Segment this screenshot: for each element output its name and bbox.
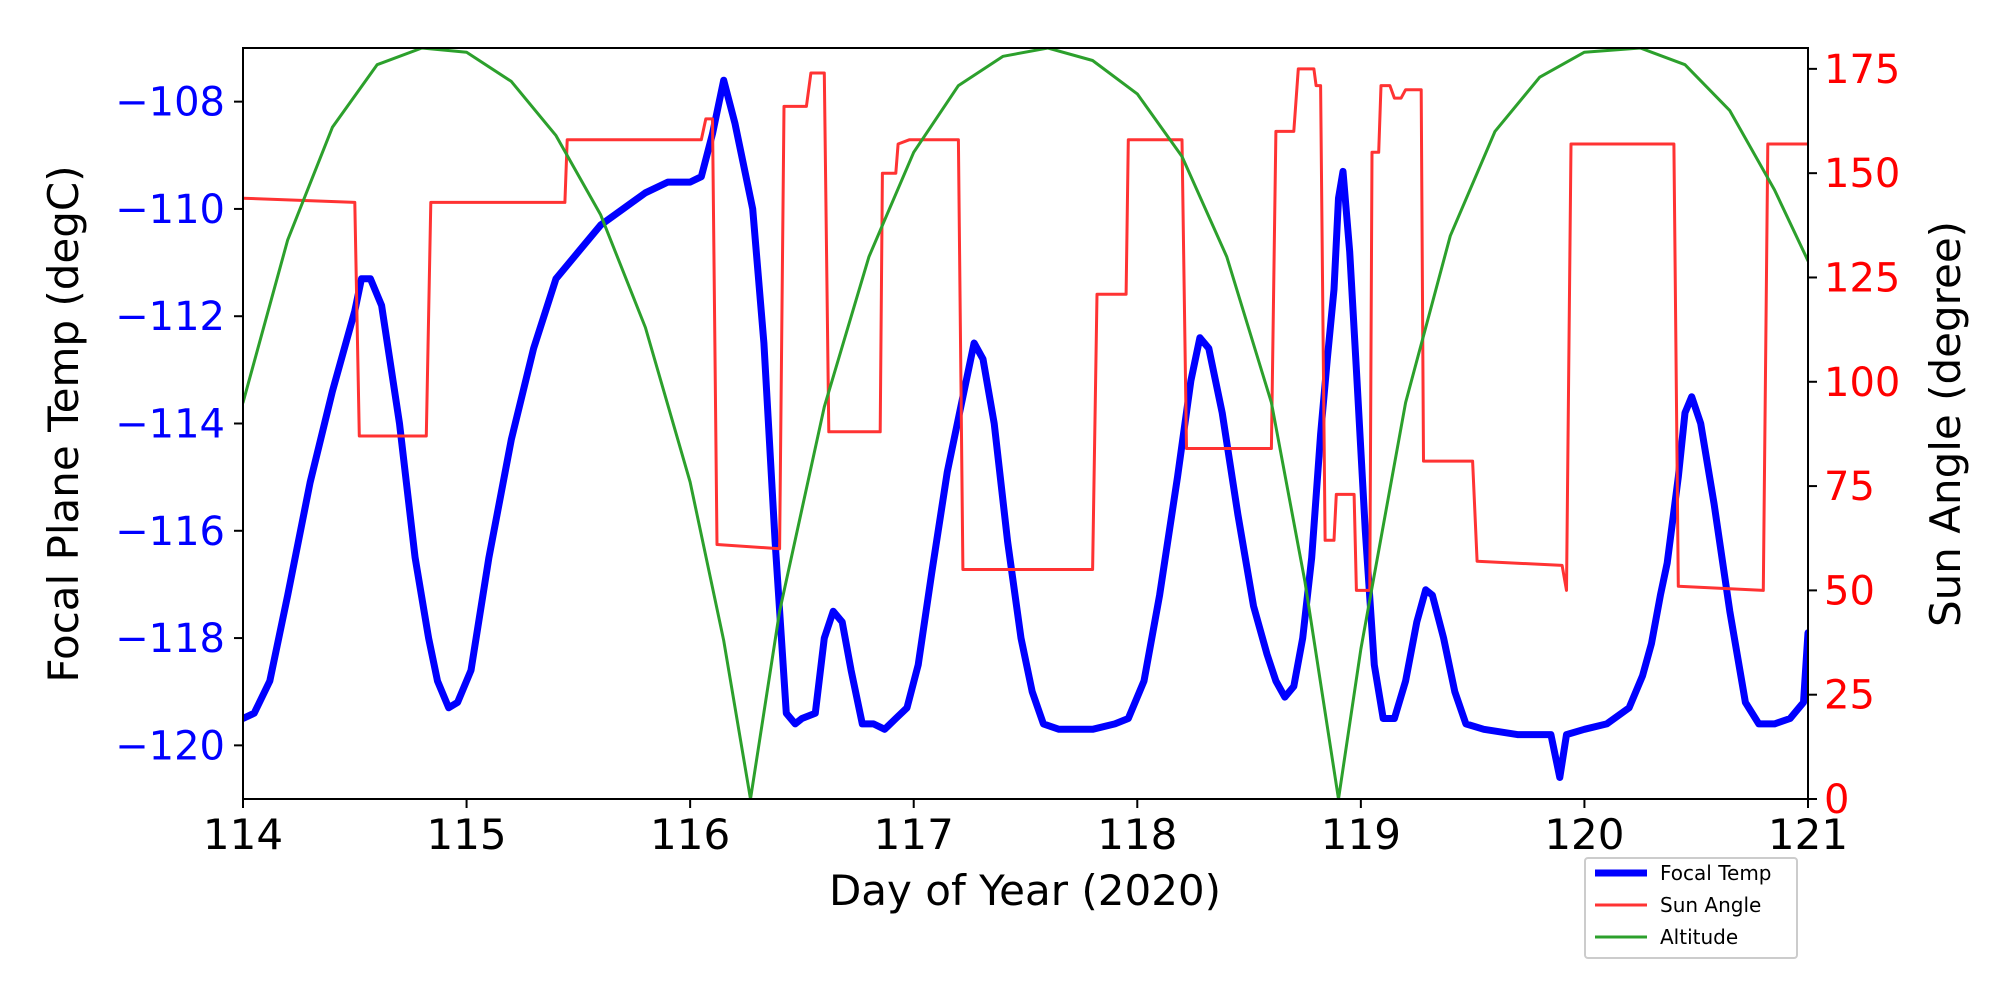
y-left-tick-label: −118 — [115, 616, 225, 662]
legend-box — [1584, 857, 1798, 959]
plot-frame — [242, 47, 1809, 800]
y-right-tick-label: 50 — [1824, 568, 1875, 614]
y-right-tick-label: 100 — [1824, 360, 1900, 406]
y-axis-right: 0 25 50 75 100 125 150 175 — [1808, 47, 1900, 823]
y-left-tick-label: −112 — [115, 294, 225, 340]
series-line-altitude — [243, 48, 1808, 799]
x-tick-label: 115 — [426, 810, 506, 859]
y-right-tick-label: 175 — [1824, 47, 1900, 93]
y-left-tick-label: −120 — [115, 723, 225, 769]
legend-label-sun-angle: Sun Angle — [1660, 893, 1761, 917]
x-axis-label: Day of Year (2020) — [829, 866, 1221, 915]
y-axis-right-label: Sun Angle (degree) — [1921, 221, 1970, 627]
y-axis-left-label: Focal Plane Temp (degC) — [39, 165, 88, 682]
y-right-tick-label: 75 — [1824, 464, 1875, 510]
x-tick-label: 119 — [1321, 810, 1401, 859]
y-right-tick-label: 150 — [1824, 151, 1900, 197]
series-line-focal-temp — [243, 76, 1808, 781]
series-layer — [243, 48, 1808, 799]
x-tick-label: 116 — [650, 810, 730, 859]
series-line-sun-angle — [243, 67, 1808, 592]
x-tick-label: 118 — [1097, 810, 1177, 859]
y-left-tick-label: −116 — [115, 509, 225, 555]
x-tick-label: 114 — [203, 810, 283, 859]
x-tick-label: 120 — [1544, 810, 1624, 859]
x-axis: 114 115 116 117 118 119 120 121 — [203, 799, 1848, 859]
x-tick-label: 117 — [874, 810, 954, 859]
y-axis-left: −108 −110 −112 −114 −116 −118 −120 — [115, 80, 243, 769]
legend-label-altitude: Altitude — [1660, 925, 1738, 949]
y-left-tick-label: −114 — [115, 402, 225, 448]
y-right-tick-label: 25 — [1824, 673, 1875, 719]
x-tick-label: 121 — [1768, 810, 1848, 859]
y-right-tick-label: 0 — [1824, 777, 1849, 823]
legend-label-focal-temp: Focal Temp — [1660, 861, 1772, 885]
legend: Focal Temp Sun Angle Altitude — [1584, 857, 1798, 959]
y-left-tick-label: −110 — [115, 187, 225, 233]
y-right-tick-label: 125 — [1824, 255, 1900, 301]
y-left-tick-label: −108 — [115, 80, 225, 126]
